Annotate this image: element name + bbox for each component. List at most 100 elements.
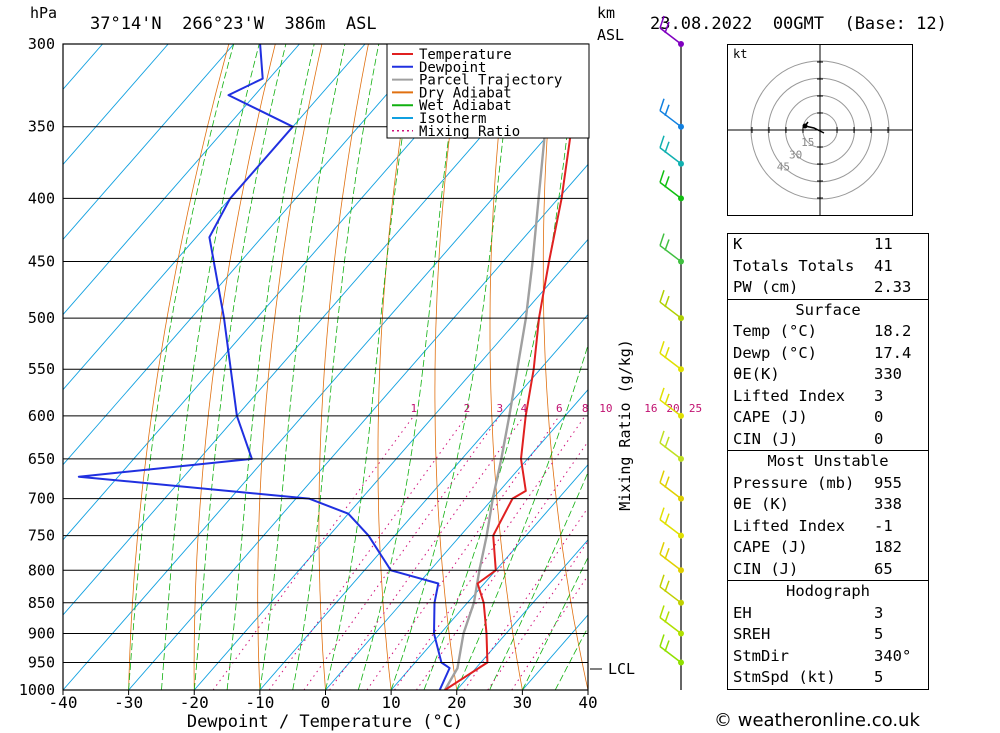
legend-label: Dry Adiabat: [419, 85, 512, 101]
wind-barb-flag: [664, 580, 670, 593]
wind-barb-flag: [659, 233, 665, 246]
wind-barb-staff: [659, 147, 682, 165]
wind-level-dot: [678, 659, 684, 666]
mixing-ratio-label: 2: [464, 402, 471, 415]
wind-barb-staff: [659, 586, 682, 604]
wind-barb-flag: [664, 640, 670, 652]
pressure-tick-label: 950: [28, 653, 55, 671]
most-unstable-value: 955: [874, 473, 902, 492]
hodograph-index-value: 3: [874, 603, 884, 622]
hodograph-index-label: EH: [733, 603, 752, 622]
dry-adiabat-line: [257, 44, 323, 690]
isotherm-line: [259, 313, 588, 690]
pressure-tick-label: 550: [28, 360, 55, 378]
temperature-profile: [444, 44, 588, 690]
wind-level-dot: [678, 599, 684, 606]
index-value: 2.33: [874, 278, 912, 296]
wind-level-dot: [678, 315, 684, 322]
surface-value: 0: [874, 408, 884, 426]
index-label: K: [733, 235, 743, 253]
wind-barb-flag: [664, 295, 670, 308]
wind-barb-staff: [659, 181, 682, 199]
location-title: 37°14'N 266°23'W 386m ASL: [90, 14, 377, 34]
wind-barb-flag: [659, 135, 665, 148]
wind-barb-flag: [659, 170, 665, 183]
hodograph-index-row: StmDir 340°: [728, 646, 928, 668]
temp-tick-label: 40: [578, 693, 597, 712]
temp-tick-label: -10: [245, 693, 274, 712]
pressure-unit-label: hPa: [30, 4, 58, 22]
hodograph-index-row: SREH 5: [728, 624, 928, 646]
hodograph-ring-label: 15: [801, 136, 814, 149]
index-label: Totals Totals: [733, 256, 855, 275]
mixing-ratio-label: 1: [410, 402, 417, 415]
wind-barb-staff: [659, 301, 682, 319]
wind-barb-flag: [659, 634, 665, 647]
wind-barb-flag: [664, 513, 670, 525]
wind-barb-staff: [659, 519, 682, 537]
wind-barb-staff: [659, 244, 682, 263]
most-unstable-label: Pressure (mb): [733, 473, 855, 492]
wind-level-dot: [678, 160, 684, 167]
mixing-ratio-label: 6: [556, 402, 563, 415]
surface-label: Dewp (°C): [733, 343, 817, 362]
legend-label: Temperature: [419, 47, 512, 63]
dewpoint-profile: [77, 44, 451, 690]
pressure-tick-label: 600: [28, 407, 55, 425]
wind-barb-staff: [659, 442, 682, 460]
pressure-tick-label: 900: [28, 624, 55, 642]
hodograph-index-value: 5: [874, 625, 884, 643]
wind-level-dot: [678, 195, 684, 202]
wet-adiabat-line: [423, 44, 579, 690]
hodograph-index-row: EH 3: [728, 603, 928, 625]
mixing-ratio-label: 4: [521, 402, 528, 415]
surface-label: CAPE (J): [733, 408, 808, 426]
surface-label: θE(K): [733, 365, 780, 383]
wet-adiabat-line: [259, 44, 346, 690]
wet-adiabat-line: [292, 44, 380, 690]
wind-barb-flag: [659, 387, 665, 401]
dry-adiabat-line: [434, 44, 462, 690]
hodograph-index-value: 340°: [874, 646, 912, 665]
legend-label: Isotherm: [419, 111, 486, 127]
wind-barb-flag: [664, 239, 670, 251]
index-value: 41: [874, 256, 893, 275]
wind-barb-staff: [659, 645, 682, 664]
wind-barb-staff: [659, 616, 682, 635]
surface-value: 3: [874, 386, 884, 405]
pressure-tick-label: 400: [28, 189, 55, 207]
wind-barb-staff: [659, 482, 682, 500]
indices-table: K 11 Totals Totals 41 PW (cm) 2.33 Surface Te…: [727, 233, 929, 690]
legend-label: Dewpoint: [419, 60, 486, 76]
wet-adiabat-line: [128, 44, 235, 690]
index-label: PW (cm): [733, 278, 799, 296]
isotherm-line: [193, 238, 588, 690]
temp-tick-label: 20: [447, 693, 466, 712]
mixing-ratio-axis-label: Mixing Ratio (g/kg): [616, 339, 634, 511]
surface-section-title: Surface: [728, 298, 928, 322]
wind-level-dot: [678, 412, 684, 419]
wind-level-dot: [678, 630, 684, 637]
most-unstable-section-title: Most Unstable: [728, 450, 928, 473]
surface-value: 0: [874, 429, 884, 448]
surface-row: Lifted Index 3: [728, 386, 928, 408]
temp-tick-label: -40: [49, 693, 78, 712]
pressure-tick-label: 300: [28, 35, 55, 53]
hodograph-units-label: kt: [733, 47, 747, 61]
temp-tick-label: 0: [321, 693, 331, 712]
most-unstable-value: 182: [874, 538, 902, 556]
mixing-ratio-line: [329, 415, 525, 690]
isotherm-line: [325, 388, 588, 690]
wind-barb-flag: [659, 507, 665, 520]
surface-row: Dewp (°C) 17.4: [728, 343, 928, 365]
index-value: 11: [874, 235, 893, 253]
wind-level-dot: [678, 532, 684, 539]
most-unstable-label: CAPE (J): [733, 538, 808, 556]
mixing-ratio-line: [415, 440, 588, 690]
temp-tick-label: -20: [180, 693, 209, 712]
legend-label: Parcel Trajectory: [419, 73, 562, 89]
isotherm-line: [390, 464, 588, 690]
isotherm-line: [63, 88, 588, 690]
wind-barb-flag: [659, 430, 665, 444]
